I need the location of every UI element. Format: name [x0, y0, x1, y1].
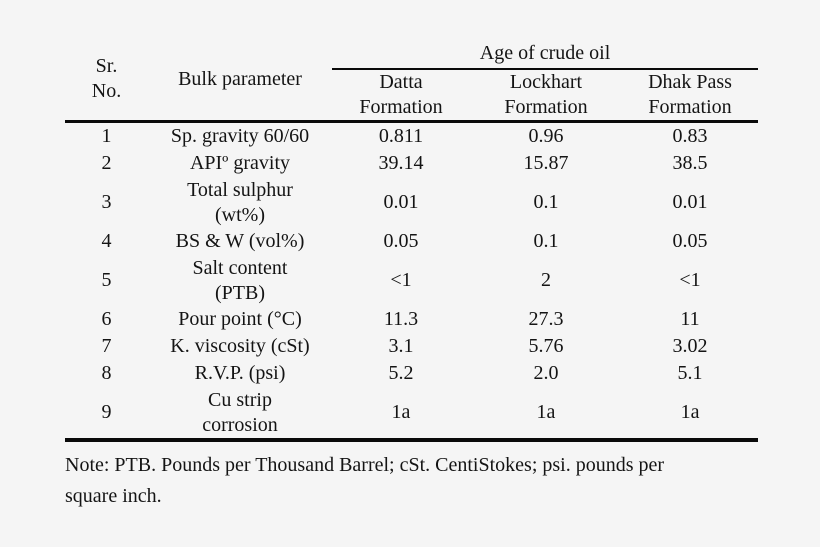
header-col-datta-line2: Formation [359, 96, 443, 118]
cell-value-lockhart: 5.76 [528, 335, 564, 357]
header-row-top: Sr. No. Bulk parameter Age of crude oil [65, 38, 759, 123]
cell-value-lockhart: 27.3 [528, 308, 564, 330]
cell-value-dhak-pass: 11 [680, 308, 700, 330]
header-col-dhak-pass-line1: Dhak Pass [648, 71, 732, 93]
cell-sr: 5 [101, 269, 112, 291]
parameter-line: Sp. gravity 60/60 [170, 125, 310, 147]
table-row: 7 K. viscosity (cSt) 3.1 5.76 3.02 [65, 333, 758, 360]
cell-value-datta: 3.1 [388, 335, 414, 357]
header-bulk-parameter: Bulk parameter [148, 38, 332, 123]
header-sr-line1: Sr. [95, 55, 118, 77]
cell-parameter: BS & W (vol%) [148, 228, 332, 255]
parameter-line: corrosion [202, 413, 278, 436]
cell-value-datta: 39.14 [378, 152, 424, 174]
header-col-lockhart-line2: Formation [504, 96, 588, 118]
header-col-datta: Datta Formation [332, 69, 470, 123]
cell-value-dhak-pass: 5.1 [677, 362, 703, 384]
cell-value-lockhart: 1a [470, 387, 622, 442]
cell-value-datta: 1a [332, 387, 470, 442]
table-body: 1 Sp. gravity 60/60 0.811 0.96 0.83 2 AP… [65, 122, 759, 442]
cell-value-datta: 0.05 [383, 230, 419, 252]
parameter-line: K. viscosity (cSt) [170, 335, 310, 357]
cell-value-dhak-pass: 3.02 [672, 335, 708, 357]
parameter-line: BS & W (vol%) [175, 230, 305, 252]
cell-sr: 4 [101, 230, 112, 252]
cell-parameter: K. viscosity (cSt) [148, 333, 332, 360]
cell-value-dhak-pass: 0.05 [672, 230, 708, 252]
parameter-line: Cu strip [208, 388, 272, 411]
header-sr-line2: No. [91, 80, 122, 102]
cell-sr: 2 [101, 152, 112, 174]
cell-parameter: Total sulphur (wt%) [148, 177, 332, 228]
cell-value-datta: 5.2 [388, 362, 414, 384]
table-row: 1 Sp. gravity 60/60 0.811 0.96 0.83 [65, 122, 758, 151]
cell-value-lockhart: 0.1 [533, 191, 559, 213]
table-footnote: Note: PTB. Pounds per Thousand Barrel; c… [65, 450, 787, 512]
table-row: 9 Cu strip corrosion 1a 1a 1a [65, 387, 759, 442]
cell-sr: 8 [101, 362, 112, 384]
cell-value-datta: 0.811 [378, 125, 424, 147]
cell-value-lockhart: 15.87 [523, 152, 569, 174]
crude-oil-parameters-table: Sr. No. Bulk parameter Age of crude oil … [65, 38, 759, 442]
cell-value-datta: <1 [390, 269, 412, 291]
cell-parameter: R.V.P. (psi) [148, 360, 332, 387]
cell-value-dhak-pass: 0.83 [672, 125, 708, 147]
cell-value-lockhart: 2 [541, 269, 551, 291]
parameter-line: Pour point (°C) [178, 308, 302, 330]
table-header: Sr. No. Bulk parameter Age of crude oil … [65, 38, 759, 123]
cell-parameter: Salt content (PTB) [148, 255, 332, 306]
parameter-line: (wt%) [215, 203, 265, 226]
header-sr-no: Sr. No. [65, 38, 148, 123]
cell-value-lockhart: 2.0 [533, 362, 559, 384]
cell-value-dhak-pass: 1a [622, 387, 759, 442]
header-col-dhak-pass: Dhak Pass Formation [622, 69, 759, 123]
header-col-lockhart-line1: Lockhart [509, 71, 583, 93]
cell-value-lockhart: 0.1 [533, 230, 559, 252]
parameter-line: Salt content [192, 256, 288, 279]
parameter-line: Total sulphur [187, 178, 293, 201]
parameter-line: (PTB) [215, 281, 265, 304]
cell-value-lockhart: 0.96 [528, 125, 564, 147]
cell-value-datta: 0.01 [383, 191, 419, 213]
header-age-of-crude-oil: Age of crude oil [332, 38, 759, 70]
parameter-line: R.V.P. (psi) [194, 362, 286, 384]
cell-parameter: APIº gravity [148, 150, 332, 177]
header-col-lockhart: Lockhart Formation [470, 69, 622, 123]
cell-sr: 7 [101, 335, 112, 357]
table-row: 8 R.V.P. (psi) 5.2 2.0 5.1 [65, 360, 758, 387]
cell-parameter: Sp. gravity 60/60 [148, 122, 332, 151]
cell-value-datta: 11.3 [383, 308, 419, 330]
footnote-line1: Note: PTB. Pounds per Thousand Barrel; c… [65, 454, 665, 476]
table-row: 6 Pour point (°C) 11.3 27.3 11 [65, 306, 758, 333]
footnote-line2: square inch. [65, 485, 162, 507]
header-col-dhak-pass-line2: Formation [648, 96, 732, 118]
table-row: 3 Total sulphur (wt%) 0.01 0.1 0.01 [65, 177, 758, 228]
cell-sr: 3 [101, 191, 112, 213]
cell-value-dhak-pass: <1 [679, 269, 701, 291]
cell-value-dhak-pass: 0.01 [672, 191, 708, 213]
header-row-sub: Datta Formation Lockhart Formation Dhak … [65, 69, 759, 123]
table-row: 5 Salt content (PTB) <1 2 <1 [65, 255, 758, 306]
cell-sr: 6 [101, 308, 112, 330]
cell-parameter: Pour point (°C) [148, 306, 332, 333]
cell-sr: 9 [65, 387, 148, 442]
cell-sr: 1 [101, 125, 112, 147]
header-col-datta-line1: Datta [379, 71, 423, 93]
table-row: 4 BS & W (vol%) 0.05 0.1 0.05 [65, 228, 758, 255]
table-row: 2 APIº gravity 39.14 15.87 38.5 [65, 150, 758, 177]
cell-parameter: Cu strip corrosion [148, 387, 332, 442]
parameter-line: APIº gravity [189, 152, 291, 174]
cell-value-dhak-pass: 38.5 [672, 152, 708, 174]
